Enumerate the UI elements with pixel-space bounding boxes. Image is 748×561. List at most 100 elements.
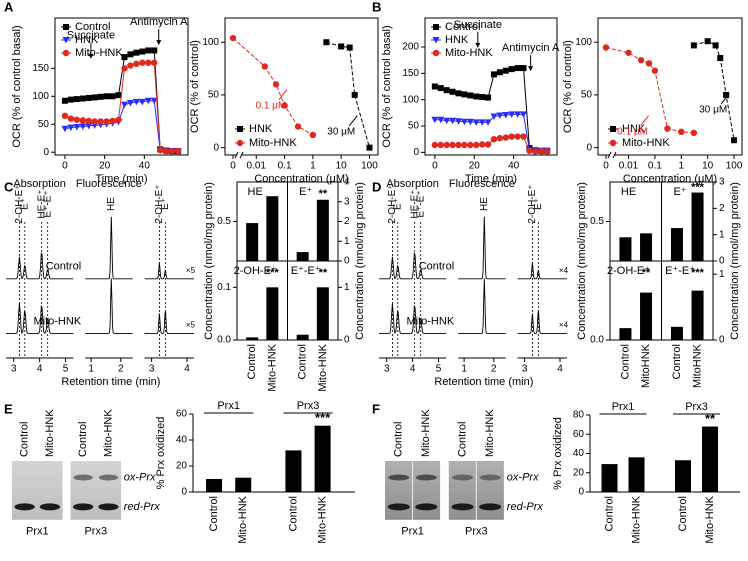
x-tick-label: 0.1 <box>278 161 292 172</box>
marker <box>484 119 492 126</box>
category-label: Control <box>603 496 615 531</box>
legend-label: HNK <box>622 123 646 135</box>
x-tick-label: 1 <box>88 364 94 375</box>
y-axis-label: % Prx oxidized <box>552 417 564 490</box>
group-label: Prx1 <box>612 401 635 413</box>
blot-image <box>12 461 63 520</box>
marker <box>139 59 146 66</box>
marker <box>532 148 539 155</box>
y-tick-label: 3 <box>344 196 350 207</box>
peak-label: E⁺ <box>392 198 403 210</box>
x-tick-label: 10 <box>702 161 714 172</box>
marker <box>85 94 92 101</box>
trace-label: Mito-HNK <box>33 315 81 327</box>
marker <box>478 141 486 148</box>
marker <box>67 115 75 122</box>
bar <box>619 328 632 340</box>
marker <box>109 117 116 125</box>
arrow-head <box>88 53 94 59</box>
band <box>98 503 119 511</box>
x-axis-label: Time (min) <box>465 173 517 185</box>
marker <box>473 93 480 100</box>
marker <box>132 98 140 106</box>
marker <box>109 93 116 100</box>
category-label: Control <box>246 344 258 379</box>
marker <box>437 141 444 149</box>
trace <box>517 262 568 280</box>
arrow-head <box>475 42 481 48</box>
peak-label: E⁺-E⁺ <box>42 190 53 217</box>
peak-label: HE <box>106 197 117 211</box>
marker <box>229 34 237 42</box>
peak-label: HE <box>479 197 490 211</box>
panel-letter: B <box>372 0 381 14</box>
bar <box>670 326 683 340</box>
marker <box>449 117 457 125</box>
trace-label: Control <box>46 261 81 273</box>
band <box>98 474 119 481</box>
y-tick-label: 2 <box>719 203 725 214</box>
band-label: ox-Prx <box>124 471 156 483</box>
marker <box>473 141 480 149</box>
x-axis-label: Time (min) <box>95 173 147 185</box>
marker <box>704 38 711 45</box>
band <box>452 474 474 481</box>
category-label: Control <box>619 344 631 379</box>
trace-title: Absorption <box>13 178 66 190</box>
marker <box>443 87 450 94</box>
x-tick-label: 0.01 <box>619 161 639 172</box>
plot-frame <box>424 17 558 156</box>
marker <box>103 118 110 125</box>
x-tick-label: 100 <box>726 161 743 172</box>
peak-label: E⁺-E⁺ <box>415 190 426 217</box>
peak-label: E⁺ <box>19 198 30 210</box>
panel-title: E⁺ <box>673 186 686 198</box>
marker <box>323 39 330 46</box>
marker <box>115 116 122 123</box>
legend-label: HNK <box>249 123 273 135</box>
group-label: Prx1 <box>217 400 240 412</box>
x-tick-label: 4 <box>184 364 190 375</box>
legend-label: Mito-HNK <box>622 137 670 149</box>
marker <box>460 118 468 126</box>
significance: *** <box>315 410 331 425</box>
x-tick-label: 0 <box>603 161 609 172</box>
annotation: 0.1 μM <box>617 126 648 137</box>
marker <box>138 98 146 106</box>
panel-letter: C <box>4 179 14 194</box>
marker <box>508 66 515 73</box>
band-label: ox-Prx <box>507 471 539 483</box>
lane-label: Mito-HNK <box>102 409 114 457</box>
category-label: Control <box>208 496 220 531</box>
x-tick-label: 40 <box>508 161 520 172</box>
marker <box>508 111 516 118</box>
panel-title: 2-OH-E⁺ <box>607 265 650 277</box>
marker <box>490 71 497 78</box>
annotation: 0.1 μM <box>256 100 287 111</box>
category-label: MitoHNK <box>691 343 703 388</box>
marker <box>514 65 521 72</box>
annotation: Antimycin A <box>130 16 188 28</box>
marker <box>338 43 345 50</box>
arrow-head <box>528 66 534 72</box>
marker <box>61 97 68 104</box>
blot-label: Prx3 <box>465 526 488 538</box>
x-tick-label: 3 <box>384 364 390 375</box>
marker <box>366 144 373 151</box>
marker <box>651 67 659 74</box>
marker <box>520 133 527 140</box>
marker <box>496 134 504 142</box>
marker <box>520 65 527 72</box>
y-tick-label: 20 <box>176 461 188 472</box>
y-tick-label: 50 <box>408 121 420 132</box>
scale-label: ×5 <box>186 320 196 329</box>
bar <box>702 426 718 492</box>
bar <box>246 223 259 261</box>
marker <box>151 47 158 54</box>
marker <box>490 135 498 143</box>
bar <box>670 228 683 261</box>
category-label: Control <box>287 496 299 531</box>
marker <box>484 141 492 148</box>
marker <box>496 69 503 76</box>
